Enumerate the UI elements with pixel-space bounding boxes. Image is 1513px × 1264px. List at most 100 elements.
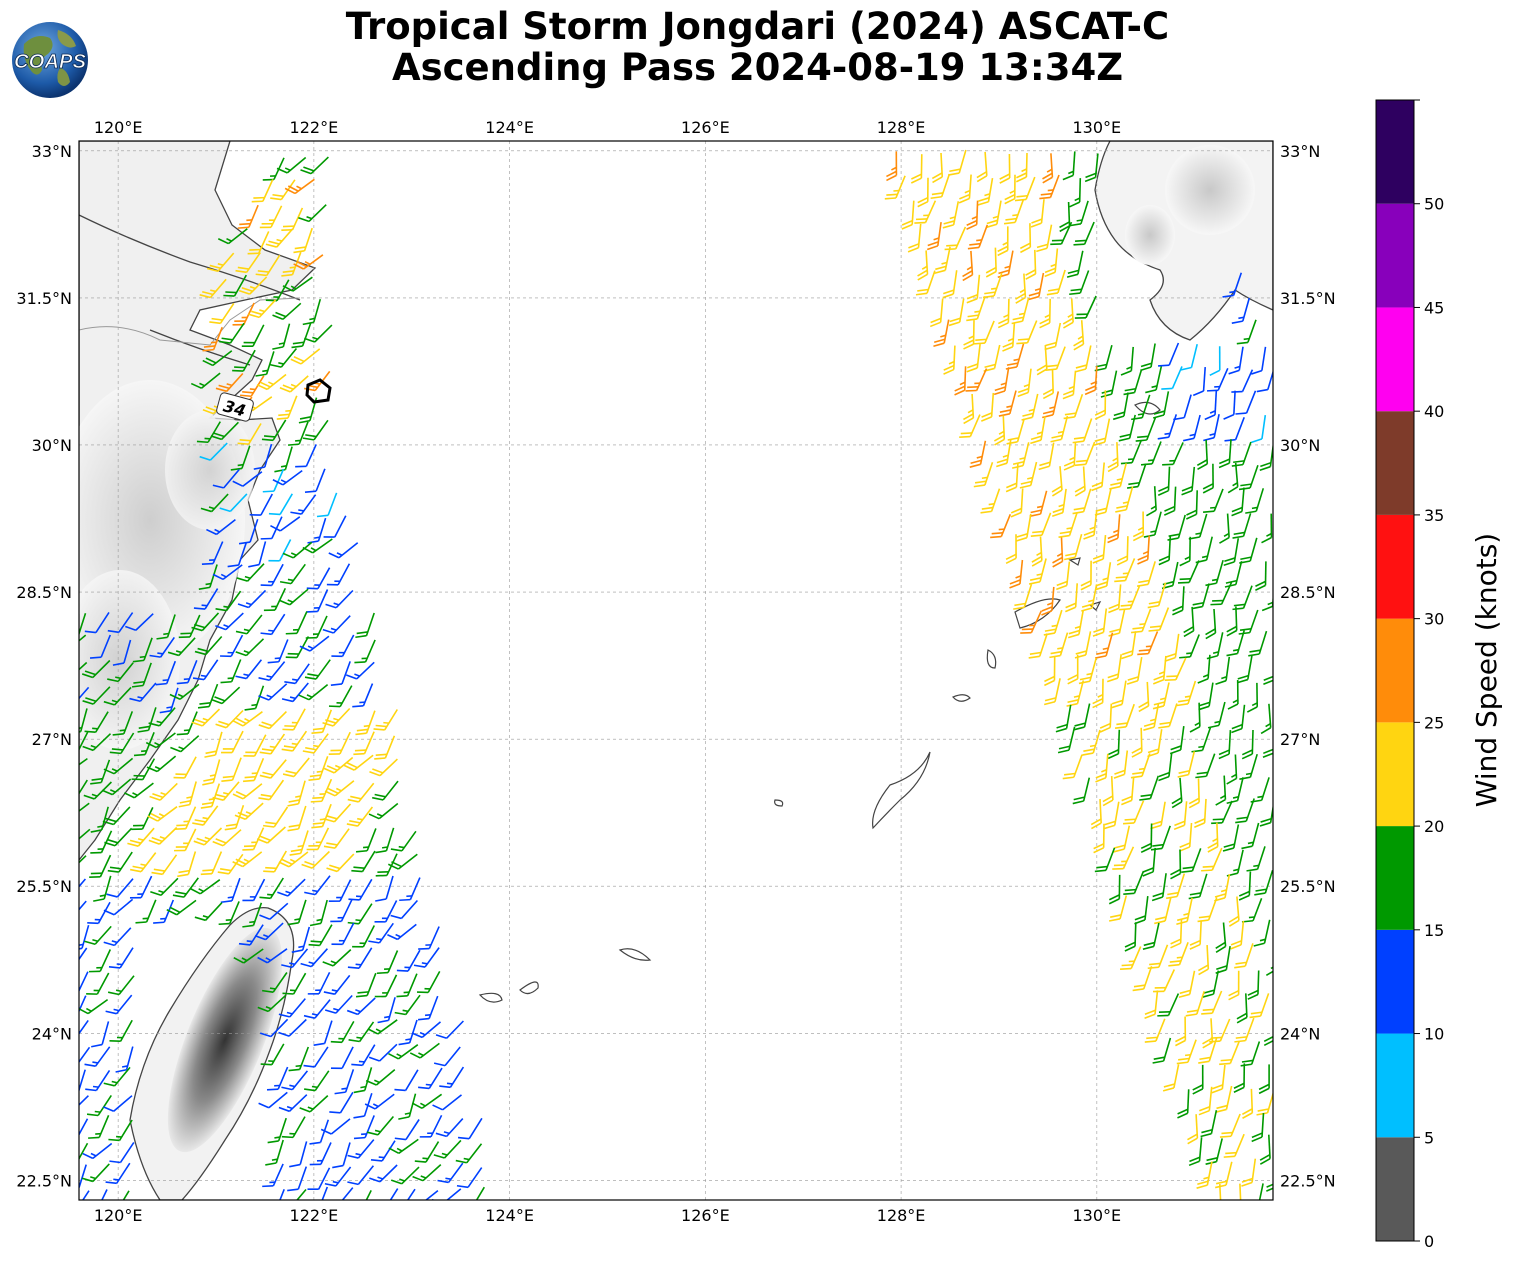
map-frame	[78, 140, 1274, 1201]
lat-tick-label-right: 31.5°N	[1280, 289, 1336, 308]
wind-barb	[260, 613, 286, 636]
wind-barb	[1196, 439, 1209, 471]
wind-barb	[84, 1046, 111, 1067]
wind-barb	[281, 682, 309, 703]
wind-barb	[1005, 534, 1017, 565]
wind-barb	[156, 614, 176, 640]
wind-barb	[1209, 346, 1221, 377]
wind-barb	[84, 611, 110, 634]
wind-barb	[169, 683, 200, 700]
wind-barb	[242, 878, 266, 902]
wind-barb	[79, 1142, 89, 1165]
wind-barb	[1195, 753, 1216, 779]
wind-barb	[1090, 799, 1102, 830]
wind-barb	[233, 948, 264, 964]
wind-barb	[1015, 513, 1032, 542]
wind-barb	[191, 708, 221, 727]
wind-barb	[79, 802, 90, 819]
wind-barb	[235, 614, 263, 635]
wind-barb	[347, 1165, 375, 1186]
wind-barb	[388, 1138, 419, 1155]
wind-barb	[1136, 561, 1156, 587]
wind-barb	[103, 898, 134, 916]
wind-barb	[1174, 1016, 1187, 1047]
wind-barb	[926, 221, 942, 251]
wind-barb	[243, 757, 265, 783]
wind-barb	[962, 250, 974, 282]
wind-barb	[1013, 584, 1033, 610]
wind-barb	[257, 994, 287, 1013]
wind-barb	[287, 899, 307, 926]
wind-barb	[206, 518, 236, 536]
wind-barb	[967, 224, 989, 250]
wind-barb	[1062, 151, 1076, 181]
wind-barb	[278, 851, 309, 868]
wind-barb	[79, 900, 87, 920]
wind-barb	[1164, 633, 1180, 662]
wind-barb	[1042, 153, 1054, 184]
wind-barb	[1257, 1183, 1264, 1200]
wind-barb	[330, 1021, 355, 1044]
wind-barb	[374, 974, 398, 998]
wind-barb	[237, 589, 267, 609]
wind-barb	[79, 1019, 89, 1041]
wind-barb	[346, 806, 374, 827]
wind-barb	[308, 756, 329, 782]
wind-barb	[259, 733, 286, 755]
logo-text: COAPS	[14, 51, 87, 73]
wind-barb	[963, 320, 975, 350]
wind-barb	[251, 179, 274, 203]
wind-barb	[1223, 1133, 1245, 1158]
wind-barb	[129, 682, 157, 703]
wind-barb	[1137, 631, 1159, 656]
wind-barb	[1082, 729, 1101, 756]
wind-barb	[79, 995, 87, 1018]
wind-barb	[976, 151, 988, 183]
wind-barb	[258, 779, 285, 801]
wind-barb	[996, 439, 1012, 468]
wind-barb	[295, 444, 317, 468]
colorbar-bin-7	[1376, 411, 1414, 515]
wind-barb	[322, 615, 351, 634]
wind-barb	[411, 1093, 443, 1109]
wind-barb	[1185, 991, 1205, 1017]
wind-barb	[105, 1162, 131, 1185]
wind-barb	[367, 1019, 398, 1035]
wind-barb	[278, 998, 306, 1018]
wind-barb	[299, 1095, 329, 1113]
wind-barb	[1106, 654, 1122, 683]
wind-barb	[192, 659, 219, 681]
wind-barb	[79, 947, 88, 969]
wind-barb	[390, 899, 418, 920]
wind-barb	[1179, 536, 1191, 567]
wind-barb	[79, 998, 109, 1015]
wind-barb	[329, 1091, 354, 1114]
wind-barb	[375, 853, 398, 877]
wind-barb	[281, 1116, 306, 1139]
wind-barb	[1092, 678, 1104, 709]
wind-barb	[1042, 391, 1060, 419]
wind-barb	[1019, 223, 1032, 254]
wind-barb	[1258, 1064, 1270, 1095]
wind-barb	[1072, 418, 1093, 444]
wind-barb	[317, 1186, 329, 1200]
wind-barbs	[79, 149, 1273, 1200]
colorbar-bin-8	[1376, 307, 1414, 412]
wind-barb	[1180, 344, 1198, 371]
wind-barb	[1211, 1064, 1226, 1094]
wind-barb	[323, 828, 350, 849]
wind-barb	[272, 469, 303, 486]
wind-barb	[79, 924, 90, 952]
wind-barb	[293, 227, 313, 254]
wind-barb	[257, 948, 288, 964]
wind-barb	[272, 302, 302, 321]
wind-barb	[1029, 490, 1048, 518]
wind-barb	[281, 207, 304, 232]
wind-barb	[1241, 1088, 1254, 1119]
wind-barb	[1130, 608, 1152, 634]
wind-barb	[281, 251, 302, 277]
wind-barb	[148, 826, 178, 845]
wind-barb	[302, 733, 329, 754]
lat-tick-label-left: 30°N	[32, 436, 72, 455]
wind-barb	[1144, 1018, 1166, 1043]
